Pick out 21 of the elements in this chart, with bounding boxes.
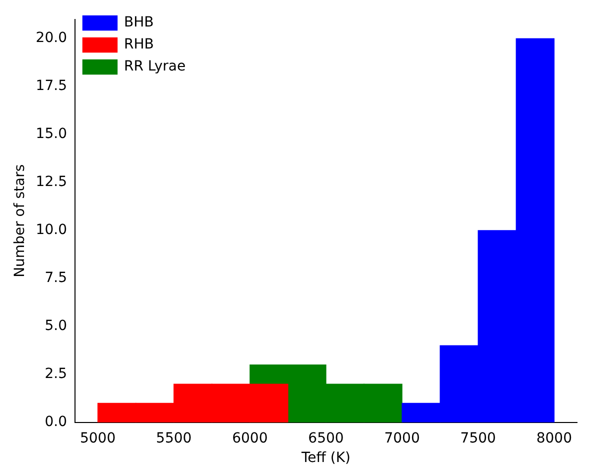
y-tick-label: 12.5 — [36, 174, 67, 190]
y-tick-label: 20.0 — [36, 30, 67, 46]
x-axis-title: Teff (K) — [300, 450, 350, 466]
y-tick-label: 5.0 — [44, 318, 67, 334]
y-tick-label: 0.0 — [44, 414, 67, 430]
x-tick-label: 7500 — [460, 430, 496, 446]
x-tick-label: 7000 — [384, 430, 420, 446]
y-tick-label: 17.5 — [36, 78, 67, 94]
x-tick-label: 5000 — [80, 430, 116, 446]
x-tick-label: 8000 — [536, 430, 572, 446]
x-tick-label: 6500 — [308, 430, 344, 446]
y-tick-label: 7.5 — [44, 270, 67, 286]
y-tick-label: 2.5 — [44, 366, 67, 382]
x-tick-label: 5500 — [156, 430, 192, 446]
legend-label: BHB — [124, 14, 154, 31]
y-tick-label: 10.0 — [36, 222, 67, 238]
legend-label: RHB — [124, 36, 154, 53]
y-tick-label: 15.0 — [36, 126, 67, 142]
legend-label: RR Lyrae — [124, 58, 186, 75]
y-axis-title: Number of stars — [12, 164, 28, 278]
x-tick-label: 6000 — [232, 430, 268, 446]
